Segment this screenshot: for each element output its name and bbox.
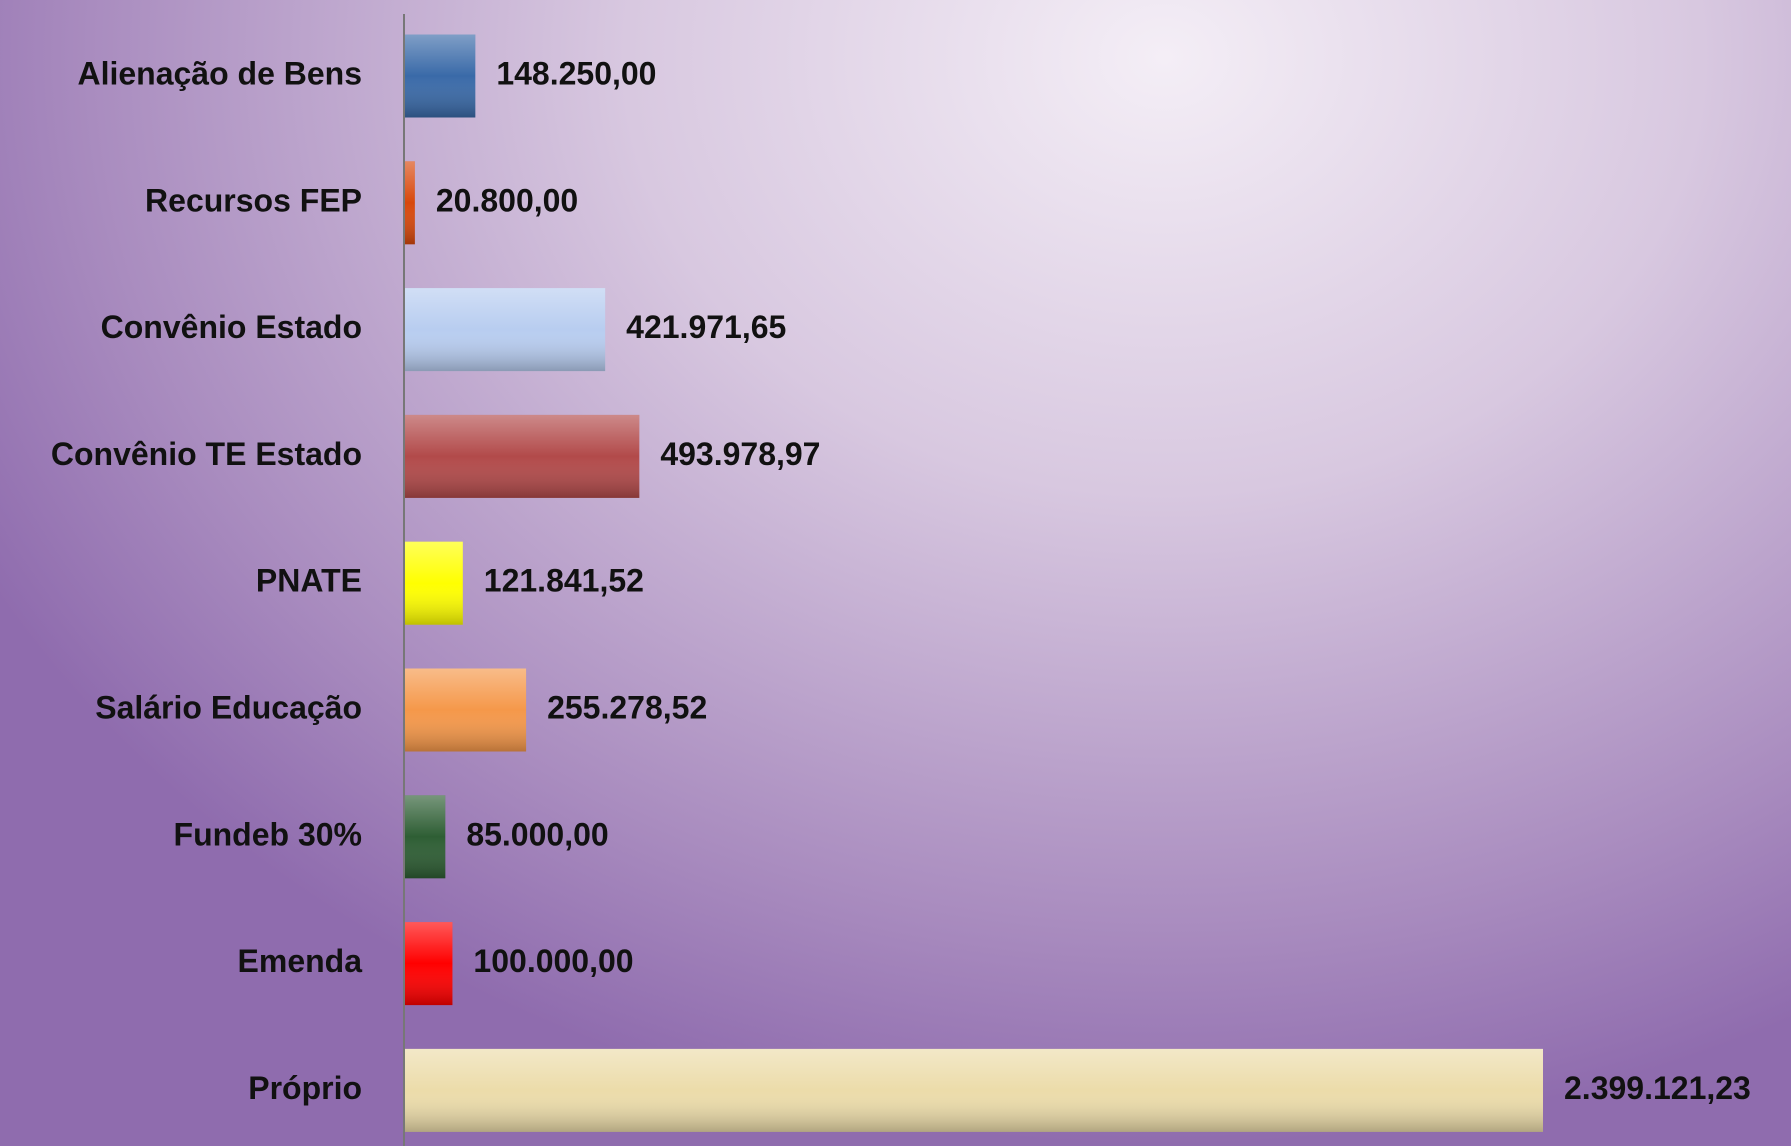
- y-tick-label: Alienação de Bens: [77, 55, 362, 91]
- y-tick-label: Convênio Estado: [101, 309, 362, 345]
- bar: [405, 795, 446, 879]
- y-tick-label: PNATE: [256, 563, 362, 599]
- y-tick-label: Fundeb 30%: [174, 816, 362, 852]
- value-label: 2.399.121,23: [1564, 1070, 1751, 1106]
- bar: [405, 668, 527, 752]
- y-tick-label: Recursos FEP: [145, 182, 362, 218]
- bar: [405, 922, 453, 1006]
- bar: [405, 541, 463, 625]
- y-tick-label: Emenda: [238, 943, 363, 979]
- bar: [405, 161, 415, 245]
- value-label: 85.000,00: [466, 816, 608, 852]
- y-tick-label: Convênio TE Estado: [51, 436, 362, 472]
- value-label: 100.000,00: [473, 943, 633, 979]
- y-tick-label: Salário Educação: [95, 689, 362, 725]
- value-label: 493.978,97: [660, 436, 820, 472]
- value-label: 148.250,00: [496, 55, 656, 91]
- value-label: 421.971,65: [626, 309, 786, 345]
- value-label: 255.278,52: [547, 689, 707, 725]
- bar: [405, 414, 640, 498]
- bar: [405, 34, 476, 118]
- bar: [405, 288, 606, 372]
- bar: [405, 1048, 1543, 1132]
- value-label: 20.800,00: [436, 182, 578, 218]
- y-tick-label: Próprio: [248, 1070, 362, 1106]
- value-label: 121.841,52: [484, 563, 644, 599]
